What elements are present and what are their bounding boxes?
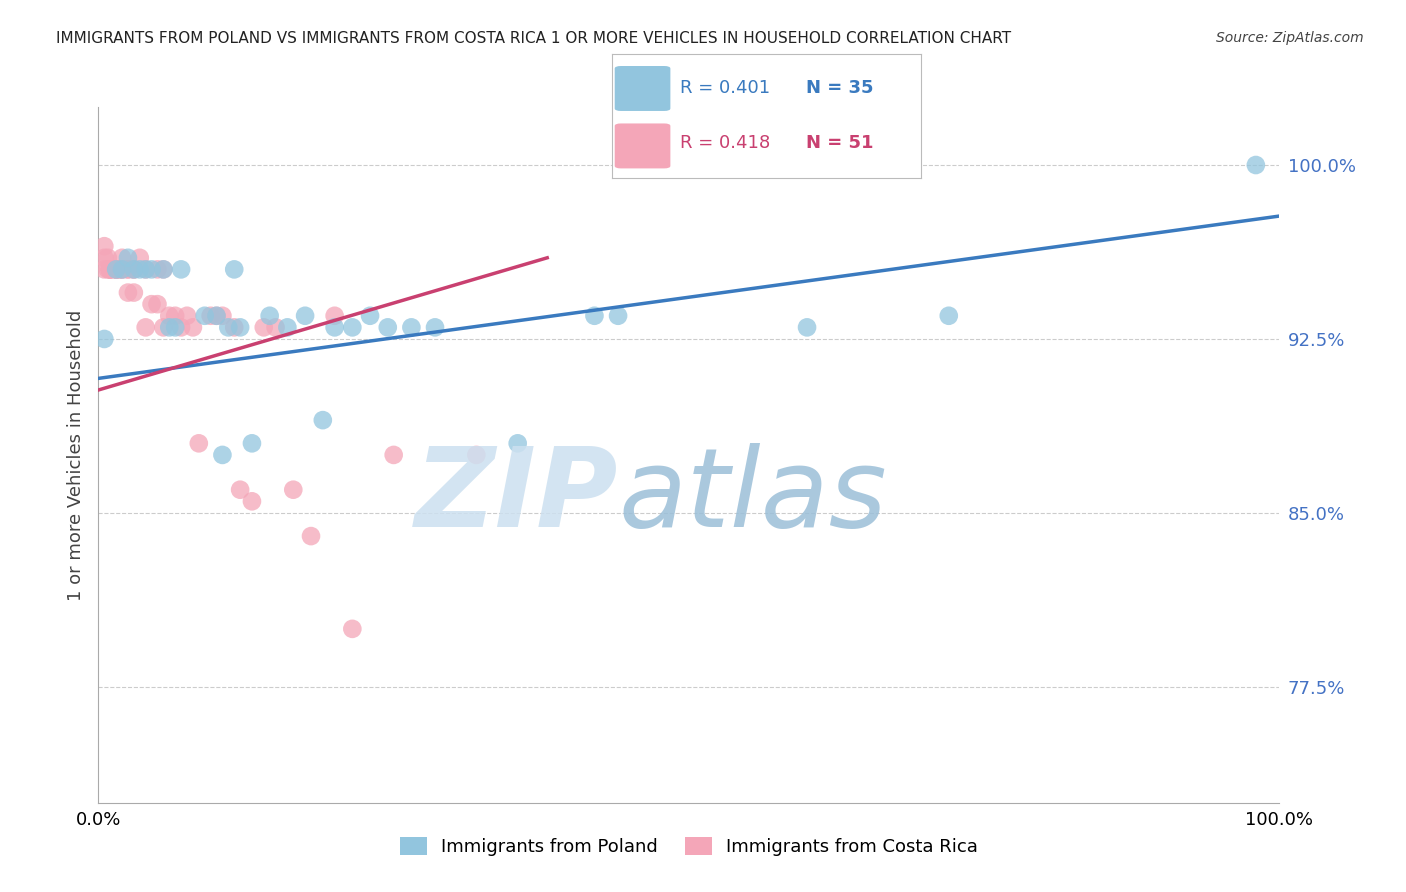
Point — [117, 285, 139, 300]
Point — [128, 262, 150, 277]
Legend: Immigrants from Poland, Immigrants from Costa Rica: Immigrants from Poland, Immigrants from … — [392, 830, 986, 863]
Point — [111, 251, 134, 265]
Point — [323, 320, 346, 334]
Point — [253, 320, 276, 334]
Point — [240, 494, 263, 508]
Point — [176, 309, 198, 323]
Point — [224, 262, 246, 277]
Point — [111, 262, 134, 277]
Point — [105, 262, 128, 277]
Point — [152, 320, 174, 334]
Point — [276, 320, 298, 334]
Point — [465, 448, 488, 462]
Text: IMMIGRANTS FROM POLAND VS IMMIGRANTS FROM COSTA RICA 1 OR MORE VEHICLES IN HOUSE: IMMIGRANTS FROM POLAND VS IMMIGRANTS FRO… — [56, 31, 1011, 46]
Point — [135, 320, 157, 334]
Point — [229, 320, 252, 334]
Point — [105, 262, 128, 277]
Point — [141, 297, 163, 311]
Point — [240, 436, 263, 450]
Point — [105, 262, 128, 277]
Point — [200, 309, 222, 323]
Point — [165, 309, 187, 323]
Point — [283, 483, 305, 497]
Point — [359, 309, 381, 323]
Point — [117, 262, 139, 277]
Point — [105, 262, 128, 277]
Point — [98, 262, 121, 277]
Point — [146, 297, 169, 311]
Point — [205, 309, 228, 323]
Point — [141, 262, 163, 277]
Text: Source: ZipAtlas.com: Source: ZipAtlas.com — [1216, 31, 1364, 45]
Point — [299, 529, 322, 543]
Point — [117, 262, 139, 277]
Point — [377, 320, 399, 334]
Point — [1244, 158, 1267, 172]
Point — [607, 309, 630, 323]
Point — [382, 448, 405, 462]
Point — [105, 262, 128, 277]
Text: R = 0.418: R = 0.418 — [679, 135, 770, 153]
Point — [111, 262, 134, 277]
Point — [294, 309, 316, 323]
Point — [181, 320, 204, 334]
Point — [423, 320, 446, 334]
Point — [342, 320, 364, 334]
FancyBboxPatch shape — [614, 66, 671, 111]
Point — [342, 622, 364, 636]
Point — [187, 436, 209, 450]
Point — [506, 436, 529, 450]
Point — [108, 262, 131, 277]
Point — [224, 320, 246, 334]
Text: N = 35: N = 35 — [807, 79, 875, 97]
Point — [93, 251, 115, 265]
Point — [211, 309, 233, 323]
Point — [98, 262, 121, 277]
Point — [111, 262, 134, 277]
Point — [97, 262, 120, 277]
Point — [217, 320, 239, 334]
Point — [401, 320, 423, 334]
Point — [97, 251, 120, 265]
Point — [122, 262, 145, 277]
Point — [170, 320, 193, 334]
Point — [128, 251, 150, 265]
Point — [205, 309, 228, 323]
Point — [259, 309, 281, 323]
Point — [323, 309, 346, 323]
Point — [312, 413, 335, 427]
Point — [93, 332, 115, 346]
Point — [152, 262, 174, 277]
Text: R = 0.401: R = 0.401 — [679, 79, 770, 97]
Point — [122, 262, 145, 277]
Point — [583, 309, 606, 323]
Point — [264, 320, 287, 334]
Point — [194, 309, 217, 323]
Point — [146, 262, 169, 277]
Text: atlas: atlas — [619, 443, 887, 550]
Point — [229, 483, 252, 497]
Point — [157, 309, 180, 323]
Point — [135, 262, 157, 277]
Point — [93, 262, 115, 277]
Point — [135, 262, 157, 277]
Point — [93, 239, 115, 253]
Point — [165, 320, 187, 334]
Text: N = 51: N = 51 — [807, 135, 875, 153]
FancyBboxPatch shape — [614, 123, 671, 169]
Point — [796, 320, 818, 334]
Point — [938, 309, 960, 323]
Text: ZIP: ZIP — [415, 443, 619, 550]
Point — [152, 262, 174, 277]
Y-axis label: 1 or more Vehicles in Household: 1 or more Vehicles in Household — [66, 310, 84, 600]
Point — [122, 285, 145, 300]
Point — [157, 320, 180, 334]
Point — [211, 448, 233, 462]
Point — [122, 262, 145, 277]
Point — [98, 262, 121, 277]
Point — [117, 251, 139, 265]
Point — [98, 262, 121, 277]
Point — [170, 262, 193, 277]
